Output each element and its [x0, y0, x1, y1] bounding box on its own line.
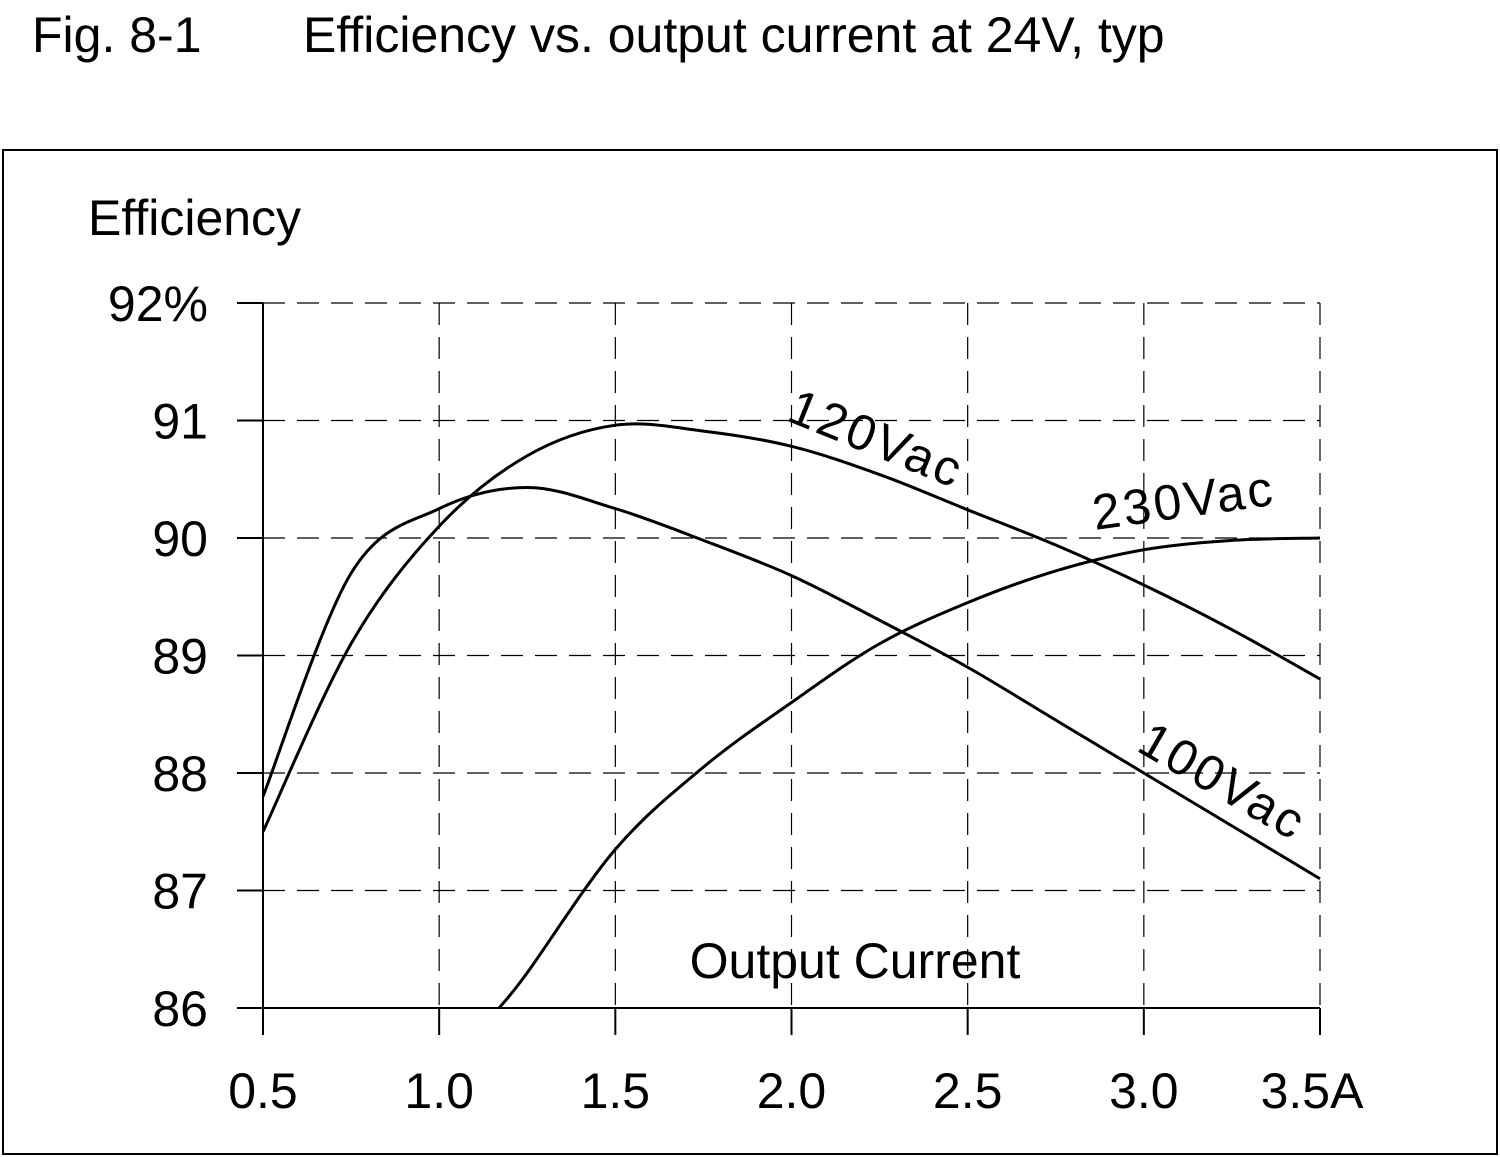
x-tick-label: 1.0 [404, 1063, 474, 1119]
y-tick-label: 90 [152, 511, 208, 567]
figure-label: Fig. 8-1 [32, 7, 202, 63]
x-tick-label: 2.0 [757, 1063, 827, 1119]
series-label: 230Vac [1089, 460, 1279, 541]
y-tick-label: 86 [152, 981, 208, 1037]
line-series [261, 422, 1321, 833]
x-tick-label: 3.0 [1109, 1063, 1179, 1119]
x-tick-label: 2.5 [933, 1063, 1003, 1119]
line-series [497, 536, 1321, 1009]
frame [2, 149, 1498, 1155]
y-tick-label: 87 [152, 864, 208, 920]
chart-title: Efficiency vs. output current at 24V, ty… [303, 7, 1165, 63]
x-tick-label: 1.5 [581, 1063, 651, 1119]
series-label: 120Vac [781, 378, 972, 499]
x-tick-label: 0.5 [228, 1063, 298, 1119]
x-tick-label: 3.5A [1261, 1063, 1365, 1119]
y-tick-label: 92% [108, 276, 208, 332]
line-series [261, 485, 1321, 881]
y-tick-label: 88 [152, 746, 208, 802]
y-tick-label: 89 [152, 629, 208, 685]
y-axis-label: Efficiency [88, 190, 301, 246]
x-axis-label: Output Current [690, 933, 1021, 989]
y-tick-label: 91 [152, 394, 208, 450]
